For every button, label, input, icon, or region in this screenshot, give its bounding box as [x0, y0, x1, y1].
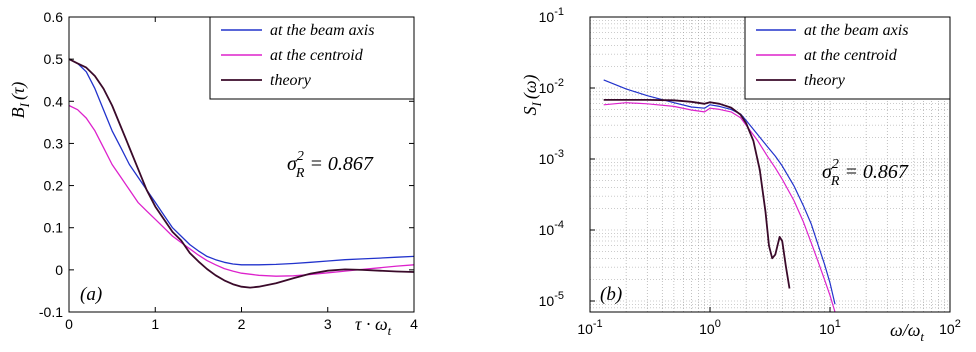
- x-tick-label-a: 3: [324, 316, 332, 332]
- sigma-value-b: = 0.867: [839, 161, 908, 183]
- sigma-annotation-b: σ2 R = 0.867: [822, 157, 909, 189]
- legend-label-b-2: theory: [804, 72, 846, 89]
- y-tick-label-a: 0.3: [44, 135, 64, 151]
- y-label-sub-b: I: [529, 102, 544, 108]
- y-tick-label-a: 0.5: [44, 51, 64, 67]
- sigma-annotation-a: σ2 R = 0.867: [287, 149, 374, 181]
- sigma-sub-b: R: [830, 174, 840, 189]
- sigma-symbol-a: σ: [287, 153, 298, 175]
- y-tick-label-a: 0.2: [44, 178, 64, 194]
- x-tick-label-a: 1: [151, 316, 159, 332]
- x-label-sub-b: t: [920, 329, 924, 344]
- panel-label-a: (a): [80, 284, 102, 305]
- y-label-arg-a: (τ): [8, 82, 29, 100]
- x-axis-label-b: ω/ωt: [890, 320, 924, 344]
- panel-label-b: (b): [600, 284, 622, 305]
- y-label-arg-b: (ω): [520, 74, 541, 99]
- sigma-sup-b: 2: [832, 157, 839, 172]
- legend-a: at the beam axis at the centroid theory: [209, 16, 415, 100]
- legend-label-a-0: at the beam axis: [270, 22, 374, 39]
- x-tick-label-b: 10-1: [577, 318, 602, 337]
- y-tick-label-b: 10-4: [539, 219, 564, 238]
- x-tick-label-a: 0: [65, 316, 73, 332]
- series-line-b-1: [603, 102, 836, 313]
- series-group-b: [603, 79, 836, 313]
- x-tick-label-b: 100: [699, 318, 721, 337]
- ticks-a: 0 1 2 3 4-0.100.10.20.30.40.50.6: [39, 9, 418, 332]
- sigma-value-a: = 0.867: [304, 153, 373, 175]
- y-label-main-b: S: [520, 107, 540, 116]
- y-tick-label-b: 10-3: [539, 148, 564, 167]
- y-tick-label-b: 10-5: [539, 290, 564, 309]
- series-line-b-0: [603, 79, 836, 305]
- x-label-main-a: τ · ω: [355, 314, 388, 334]
- y-tick-label-a: 0.4: [44, 93, 64, 109]
- x-tick-label-b: 102: [939, 318, 961, 337]
- y-tick-label-a: -0.1: [39, 304, 63, 320]
- svg-text:BI(τ): BI (τ): [8, 82, 32, 119]
- legend-label-b-0: at the beam axis: [804, 22, 908, 39]
- x-tick-label-b: 101: [819, 318, 841, 337]
- y-label-sub-a: I: [17, 102, 32, 108]
- svg-text:SI(ω): SI (ω): [520, 74, 544, 115]
- y-label-main-a: B: [8, 107, 28, 118]
- legend-b: at the beam axis at the centroid theory: [744, 16, 951, 100]
- chart-a: 0 1 2 3 4-0.100.10.20.30.40.50.6 BI(τ) τ · ω…: [8, 9, 418, 338]
- x-axis-label-a: τ · ωt: [355, 314, 392, 338]
- x-tick-label-a: 2: [238, 316, 246, 332]
- sigma-sup-a: 2: [297, 149, 304, 164]
- sigma-symbol-b: σ: [822, 161, 833, 183]
- legend-label-a-1: at the centroid: [270, 47, 364, 64]
- legend-label-b-1: at the centroid: [804, 47, 898, 64]
- y-axis-label-b: SI (ω): [520, 74, 544, 115]
- series-group-a: [68, 58, 415, 289]
- x-label-main-b: ω/ω: [890, 320, 920, 340]
- series-line-a-1: [68, 104, 415, 277]
- sigma-sub-a: R: [295, 166, 305, 181]
- legend-label-a-2: theory: [270, 72, 312, 89]
- y-tick-label-b: 10-1: [539, 6, 564, 25]
- y-tick-label-a: 0: [55, 262, 63, 278]
- x-tick-label-a: 4: [410, 316, 418, 332]
- series-line-b-2: [603, 99, 791, 289]
- series-line-a-0: [68, 58, 415, 266]
- y-tick-label-a: 0.1: [44, 220, 64, 236]
- ticks-b: 10-1 100 101 102 10-5 10-4 10-3 10-2 10-1: [539, 6, 961, 337]
- series-line-a-2: [68, 58, 415, 289]
- y-axis-label-a: BI (τ): [8, 82, 32, 119]
- y-tick-label-a: 0.6: [44, 9, 64, 25]
- x-label-sub-a: t: [388, 323, 392, 338]
- y-tick-label-b: 10-2: [539, 77, 564, 96]
